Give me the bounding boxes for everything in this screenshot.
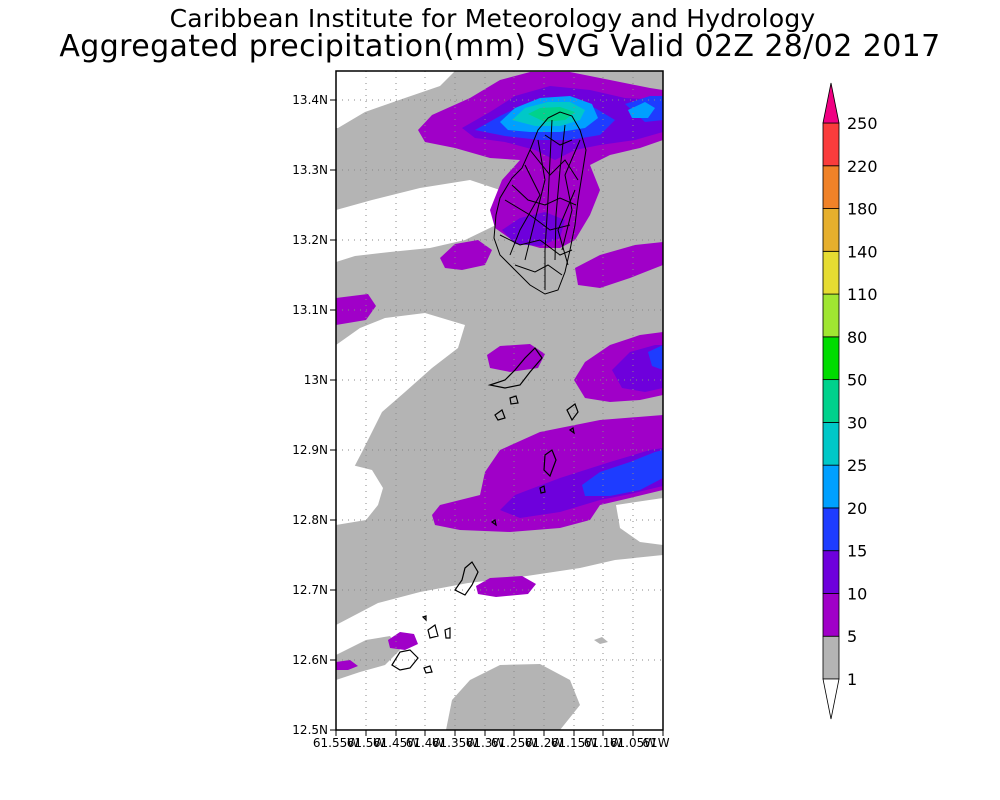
colorbar-segment-80 [822, 293, 840, 338]
islands-grenadines [391, 347, 579, 674]
no-rain-area-south [336, 555, 663, 730]
colorbar-segment-20 [822, 464, 840, 509]
no-rain-area-gulf [336, 313, 465, 482]
colorbar-segment-220 [822, 122, 840, 167]
lon-label-61.1: 61.1W [584, 736, 623, 750]
lon-label-61.05: 61.05W [610, 736, 656, 750]
grey-fleck [594, 637, 608, 644]
colorbar-segment-25 [822, 421, 840, 466]
colorbar-label-25: 25 [847, 456, 867, 475]
lon-label-61: 61W [642, 736, 669, 750]
colorbar-label-180: 180 [847, 200, 878, 219]
colorbar-segment-1 [822, 635, 840, 680]
lat-tick-labels: 13.4N 13.3N 13.2N 13.1N 13N 12.9N 12.8N … [292, 93, 328, 737]
no-rain-area-northwest [336, 71, 455, 128]
colorbar-label-10: 10 [847, 584, 867, 603]
colorbar-label-140: 140 [847, 242, 878, 261]
rain-5mm-cell-e [388, 632, 418, 650]
colorbar-label-1: 1 [847, 670, 857, 689]
colorbar-segment-30 [822, 379, 840, 423]
colorbar-label-50: 50 [847, 371, 867, 390]
lon-label-61.2: 61.2W [525, 736, 564, 750]
no-rain-area-east [616, 498, 663, 545]
colorbar-segment-140 [822, 208, 840, 252]
gridlines [336, 71, 663, 730]
rain-30mm-north [528, 107, 575, 122]
lon-label-61.35: 61.35W [432, 736, 478, 750]
rain-15mm-central [582, 450, 663, 496]
lat-label-12.9: 12.9N [292, 443, 328, 457]
colorbar-label-220: 220 [847, 157, 878, 176]
lon-axis [335, 730, 664, 736]
rain-5mm-east-band [575, 242, 663, 288]
map-frame [335, 70, 664, 731]
lon-label-61.55: 61.55W [313, 736, 359, 750]
no-rain-area-west [336, 180, 500, 262]
no-rain-area-southwest-strip [336, 636, 400, 680]
rain-15mm-east-mid [648, 345, 663, 370]
precipitation-field [336, 71, 663, 730]
colorbar-label-20: 20 [847, 499, 867, 518]
rain-5mm-cell-d [476, 576, 536, 597]
lon-label-61.3: 61.3W [466, 736, 505, 750]
colorbar-segment-110 [822, 250, 840, 295]
lat-label-13.3: 13.3N [292, 163, 328, 177]
lon-label-61.25: 61.25W [491, 736, 537, 750]
lon-tick-labels: 61.55W 61.5W 61.45W 61.4W 61.35W 61.3W 6… [313, 736, 670, 750]
lon-label-61.5: 61.5W [347, 736, 386, 750]
map-subtitle: Aggregated precipitation(mm) SVG Valid 0… [59, 29, 941, 64]
lat-label-13.4: 13.4N [292, 93, 328, 107]
colorbar-label-5: 5 [847, 627, 857, 646]
rain-10mm-center [502, 212, 565, 246]
colorbar-segment-50 [822, 336, 840, 381]
colorbar-bottom-arrow [822, 678, 840, 720]
lat-label-12.8: 12.8N [292, 513, 328, 527]
lat-label-13.1: 13.1N [292, 303, 328, 317]
rain-5mm-cell-f [336, 660, 358, 670]
lat-label-12.6: 12.6N [292, 653, 328, 667]
colorbar-top-arrow [822, 82, 840, 124]
lon-label-61.15: 61.15W [551, 736, 597, 750]
lat-axis [330, 99, 336, 731]
colorbar-label-30: 30 [847, 413, 867, 432]
colorbar-label-250: 250 [847, 114, 878, 133]
colorbar-segment-10 [822, 550, 840, 594]
colorbar-label-110: 110 [847, 285, 878, 304]
lat-label-12.7: 12.7N [292, 583, 328, 597]
rain-5mm-cell-a [440, 240, 492, 270]
colorbar-segment-5 [822, 593, 840, 637]
colorbar-segment-180 [822, 165, 840, 209]
colorbar-label-80: 80 [847, 328, 867, 347]
no-rain-area-west-lower [336, 465, 383, 525]
map-title: Caribbean Institute for Meteorology and … [169, 4, 816, 33]
colorbar-label-15: 15 [847, 542, 867, 561]
lat-label-13.0: 13N [304, 373, 328, 387]
island-st-vincent [493, 111, 587, 295]
lat-label-12.5: 12.5N [292, 723, 328, 737]
lon-label-61.45: 61.45W [373, 736, 419, 750]
lon-label-61.4: 61.4W [406, 736, 445, 750]
lat-label-13.2: 13.2N [292, 233, 328, 247]
rain-5mm-cell-c [487, 344, 545, 372]
rain-20mm-east [628, 102, 655, 118]
colorbar-segment-15 [822, 507, 840, 552]
